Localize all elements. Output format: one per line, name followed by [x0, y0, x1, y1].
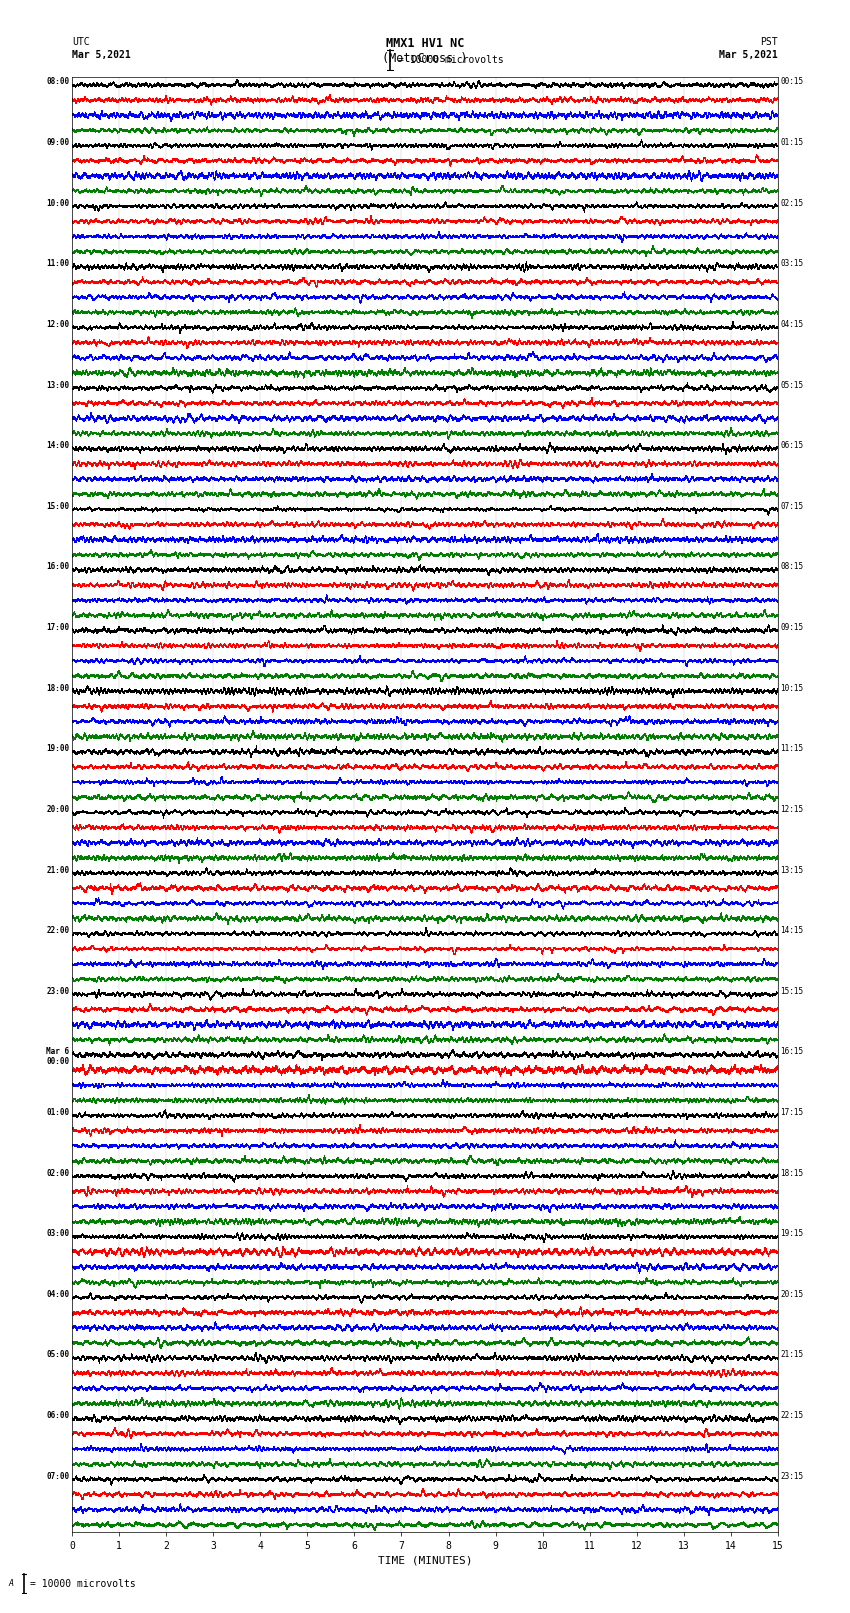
Text: 07:15: 07:15: [780, 502, 804, 511]
Text: 14:00: 14:00: [46, 440, 70, 450]
Text: 18:00: 18:00: [46, 684, 70, 692]
Text: 09:00: 09:00: [46, 139, 70, 147]
Text: PST: PST: [760, 37, 778, 47]
Text: 12:00: 12:00: [46, 319, 70, 329]
Text: 02:00: 02:00: [46, 1168, 70, 1177]
Text: UTC: UTC: [72, 37, 90, 47]
Text: 09:15: 09:15: [780, 623, 804, 632]
Text: 05:15: 05:15: [780, 381, 804, 389]
Text: 03:15: 03:15: [780, 260, 804, 268]
Text: 21:00: 21:00: [46, 866, 70, 874]
Text: 16:15: 16:15: [780, 1047, 804, 1057]
Text: (MotoCross ): (MotoCross ): [382, 52, 468, 65]
Text: 02:15: 02:15: [780, 198, 804, 208]
Text: 17:15: 17:15: [780, 1108, 804, 1116]
Text: 17:00: 17:00: [46, 623, 70, 632]
Text: 14:15: 14:15: [780, 926, 804, 936]
Text: 04:00: 04:00: [46, 1290, 70, 1298]
Text: 00:15: 00:15: [780, 77, 804, 87]
Text: 22:15: 22:15: [780, 1411, 804, 1419]
Text: = 10000 microvolts: = 10000 microvolts: [30, 1579, 135, 1589]
Text: 20:15: 20:15: [780, 1290, 804, 1298]
Text: 16:00: 16:00: [46, 563, 70, 571]
Text: Mar 5,2021: Mar 5,2021: [72, 50, 131, 60]
Text: MMX1 HV1 NC: MMX1 HV1 NC: [386, 37, 464, 50]
Text: 11:00: 11:00: [46, 260, 70, 268]
Text: 08:00: 08:00: [46, 77, 70, 87]
Text: 23:00: 23:00: [46, 987, 70, 995]
Text: 05:00: 05:00: [46, 1350, 70, 1360]
Text: 01:00: 01:00: [46, 1108, 70, 1116]
Text: 06:00: 06:00: [46, 1411, 70, 1419]
X-axis label: TIME (MINUTES): TIME (MINUTES): [377, 1555, 473, 1566]
Text: A: A: [8, 1579, 14, 1589]
Text: 10:00: 10:00: [46, 198, 70, 208]
Text: 20:00: 20:00: [46, 805, 70, 815]
Text: 21:15: 21:15: [780, 1350, 804, 1360]
Text: 03:00: 03:00: [46, 1229, 70, 1239]
Text: 10:15: 10:15: [780, 684, 804, 692]
Text: 13:15: 13:15: [780, 866, 804, 874]
Text: 15:15: 15:15: [780, 987, 804, 995]
Text: 15:00: 15:00: [46, 502, 70, 511]
Text: 22:00: 22:00: [46, 926, 70, 936]
Text: 04:15: 04:15: [780, 319, 804, 329]
Text: 19:15: 19:15: [780, 1229, 804, 1239]
Text: 11:15: 11:15: [780, 744, 804, 753]
Text: 06:15: 06:15: [780, 440, 804, 450]
Text: 01:15: 01:15: [780, 139, 804, 147]
Text: Mar 5,2021: Mar 5,2021: [719, 50, 778, 60]
Text: 12:15: 12:15: [780, 805, 804, 815]
Text: 23:15: 23:15: [780, 1471, 804, 1481]
Text: 13:00: 13:00: [46, 381, 70, 389]
Text: 07:00: 07:00: [46, 1471, 70, 1481]
Text: 08:15: 08:15: [780, 563, 804, 571]
Text: Mar 6
00:00: Mar 6 00:00: [46, 1047, 70, 1066]
Text: = 10000 microvolts: = 10000 microvolts: [398, 55, 503, 65]
Text: 18:15: 18:15: [780, 1168, 804, 1177]
Text: 19:00: 19:00: [46, 744, 70, 753]
